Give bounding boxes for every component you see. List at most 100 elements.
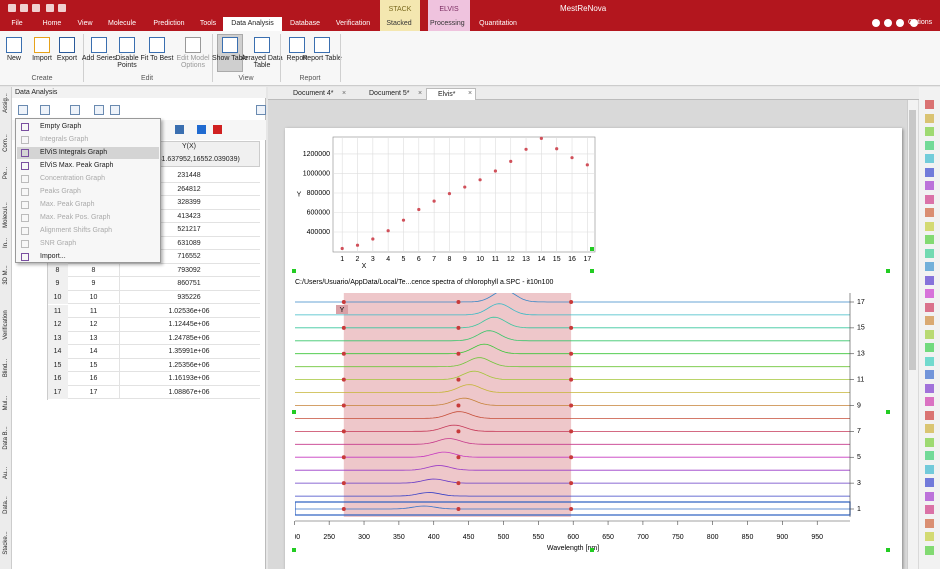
- toolbar-icon[interactable]: [70, 105, 80, 115]
- handle: [292, 410, 296, 414]
- ribbon-tab[interactable]: View: [76, 17, 94, 31]
- tool-icon[interactable]: [925, 411, 934, 420]
- ribbon-tab[interactable]: File: [10, 17, 24, 31]
- tab-close[interactable]: ×: [418, 88, 426, 100]
- tool-icon[interactable]: [925, 262, 934, 271]
- sidebar-tab[interactable]: Verification: [3, 305, 9, 345]
- button-icon: [91, 37, 107, 53]
- tool-icon[interactable]: [925, 168, 934, 177]
- sidebar-tab[interactable]: Pe...: [3, 153, 9, 193]
- tool-icon[interactable]: [925, 424, 934, 433]
- data-point: [570, 156, 573, 159]
- ribbon-tab[interactable]: Home: [40, 17, 64, 31]
- tool-icon[interactable]: [925, 114, 934, 123]
- x-cell: 10: [68, 291, 120, 305]
- menu-item[interactable]: ElViS Max. Peak Graph: [40, 160, 155, 172]
- tool-icon[interactable]: [925, 438, 934, 447]
- menu-item: Peaks Graph: [40, 186, 155, 198]
- window-icon[interactable]: [896, 19, 904, 27]
- tool-icon[interactable]: [925, 451, 934, 460]
- data-point: [402, 219, 405, 222]
- tool-icon[interactable]: [925, 276, 934, 285]
- sidebar-tab[interactable]: Blind...: [3, 348, 9, 388]
- tool-icon[interactable]: [925, 546, 934, 555]
- sidebar-tab[interactable]: Data B...: [3, 418, 9, 458]
- tab-close[interactable]: ×: [468, 88, 476, 100]
- sidebar-tab[interactable]: Stacke...: [3, 523, 9, 563]
- data-point: [509, 160, 512, 163]
- tool-icon[interactable]: [925, 222, 934, 231]
- tool-icon[interactable]: [925, 249, 934, 258]
- trace-label: 11: [857, 376, 864, 383]
- sidebar-tab[interactable]: 3D M...: [3, 255, 9, 295]
- sidebar-tab[interactable]: Mul...: [3, 383, 9, 423]
- data-point: [524, 148, 527, 151]
- handle: [886, 269, 890, 273]
- sidebar-tab[interactable]: Data...: [3, 485, 9, 525]
- ribbon-tab[interactable]: Tools: [199, 17, 217, 31]
- tool-icon[interactable]: [925, 289, 934, 298]
- toolbar-icon[interactable]: [40, 105, 50, 115]
- menu-item[interactable]: Empty Graph: [40, 121, 155, 133]
- toolbar-icon[interactable]: [175, 125, 184, 134]
- toolbar-icon[interactable]: [256, 105, 266, 115]
- ribbon-tab[interactable]: Stacked: [386, 17, 412, 31]
- tool-icon[interactable]: [925, 316, 934, 325]
- options-button[interactable]: Options: [908, 19, 932, 26]
- tool-icon[interactable]: [925, 397, 934, 406]
- tool-icon[interactable]: [925, 141, 934, 150]
- menu-item[interactable]: ElViS Integrals Graph: [40, 147, 155, 159]
- toolbar-icon[interactable]: [18, 105, 28, 115]
- row-number: 15: [47, 359, 68, 373]
- tool-icon[interactable]: [925, 127, 934, 136]
- tool-icon[interactable]: [925, 492, 934, 501]
- tool-icon[interactable]: [925, 303, 934, 312]
- region-dot: [342, 507, 346, 511]
- ribbon-tab[interactable]: Database: [289, 17, 321, 31]
- ribbon-tab[interactable]: Data Analysis: [223, 17, 282, 31]
- tool-icon[interactable]: [925, 370, 934, 379]
- toolbar-icon[interactable]: [197, 125, 206, 134]
- ribbon-tab[interactable]: Processing: [430, 17, 464, 31]
- tool-icon[interactable]: [925, 235, 934, 244]
- row-number: 12: [47, 318, 68, 332]
- row-number: 14: [47, 345, 68, 359]
- handle: [886, 548, 890, 552]
- x-tick-label: 13: [522, 256, 530, 263]
- tool-icon[interactable]: [925, 330, 934, 339]
- region-dot: [569, 455, 573, 459]
- tool-icon[interactable]: [925, 100, 934, 109]
- ribbon-button[interactable]: Report Table: [300, 55, 344, 62]
- ribbon-tab[interactable]: Prediction: [153, 17, 185, 31]
- toolbar-icon[interactable]: [94, 105, 104, 115]
- menu-item[interactable]: Import...: [40, 251, 155, 263]
- tool-icon[interactable]: [925, 343, 934, 352]
- tool-icon[interactable]: [925, 384, 934, 393]
- tool-icon[interactable]: [925, 181, 934, 190]
- toolbar-icon[interactable]: [110, 105, 120, 115]
- ribbon-tab[interactable]: Verification: [335, 17, 371, 31]
- x-tick-label: 7: [432, 256, 436, 263]
- tool-icon[interactable]: [925, 519, 934, 528]
- tool-icon[interactable]: [925, 478, 934, 487]
- ribbon-tab[interactable]: Quantitation: [478, 17, 518, 31]
- tool-icon[interactable]: [925, 505, 934, 514]
- tool-icon[interactable]: [925, 465, 934, 474]
- tool-icon[interactable]: [925, 532, 934, 541]
- tool-icon[interactable]: [925, 154, 934, 163]
- tool-icon[interactable]: [925, 208, 934, 217]
- window-icon[interactable]: [872, 19, 880, 27]
- window-icon[interactable]: [884, 19, 892, 27]
- tool-icon[interactable]: [925, 195, 934, 204]
- menu-item: SNR Graph: [40, 238, 155, 250]
- tool-icon[interactable]: [925, 357, 934, 366]
- row-number: 17: [47, 386, 68, 400]
- data-point: [387, 229, 390, 232]
- sidebar-tab[interactable]: Assig...: [3, 83, 9, 123]
- menu-item: Max. Peak Pos. Graph: [40, 212, 155, 224]
- ribbon-tab[interactable]: Molecule: [107, 17, 137, 31]
- toolbar-icon[interactable]: [213, 125, 222, 134]
- trace-label: 3: [857, 480, 861, 487]
- spectra: Y: [295, 290, 850, 517]
- tab-close[interactable]: ×: [342, 88, 350, 100]
